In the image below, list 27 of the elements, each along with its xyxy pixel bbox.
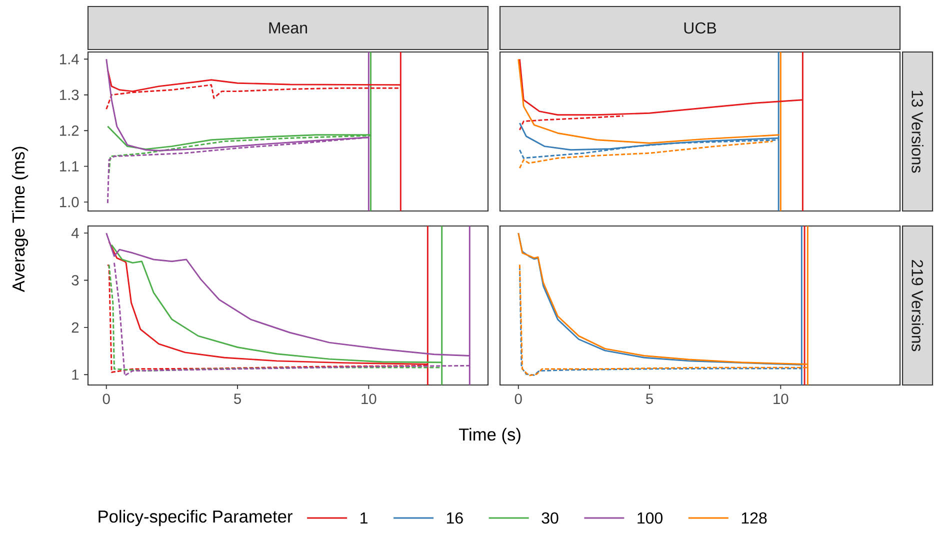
x-tick-label: 0 [102,394,110,404]
x-tick-label: 5 [646,394,653,404]
y2-axis-title: 13 Versions [912,90,924,173]
legend-title: Policy-specific Parameter [98,510,292,526]
y2-axis-title: 219 Versions [912,260,924,352]
y-tick-label: 1.2 [60,126,79,136]
y-tick-label: 3 [72,275,79,286]
y-tick-label: 1.0 [60,196,79,208]
y-tick-label: 1.4 [60,54,79,64]
y-tick-label: 4 [71,228,79,238]
legend-label: 1 [360,512,368,524]
x-tick-label: 10 [774,394,788,404]
y-axis-title: Average Time (ms) [12,146,28,292]
x-tick-label: 10 [362,394,376,404]
y-tick-label: 1 [72,370,79,380]
y-tick-label: 2 [72,322,79,333]
legend-label: 100 [638,512,663,524]
chart-title: UCB [684,22,716,34]
legend-label: 30 [542,512,558,524]
y-tick-label: 1.3 [60,90,79,100]
legend-label: 16 [446,512,463,524]
x-axis-title: Time (s) [458,428,520,444]
legend-label: 128 [742,512,767,524]
y-tick-label: 1.1 [60,161,79,172]
x-tick-label: 5 [234,394,241,404]
chart-title: Mean [269,22,307,34]
x-tick-label: 0 [514,394,522,404]
